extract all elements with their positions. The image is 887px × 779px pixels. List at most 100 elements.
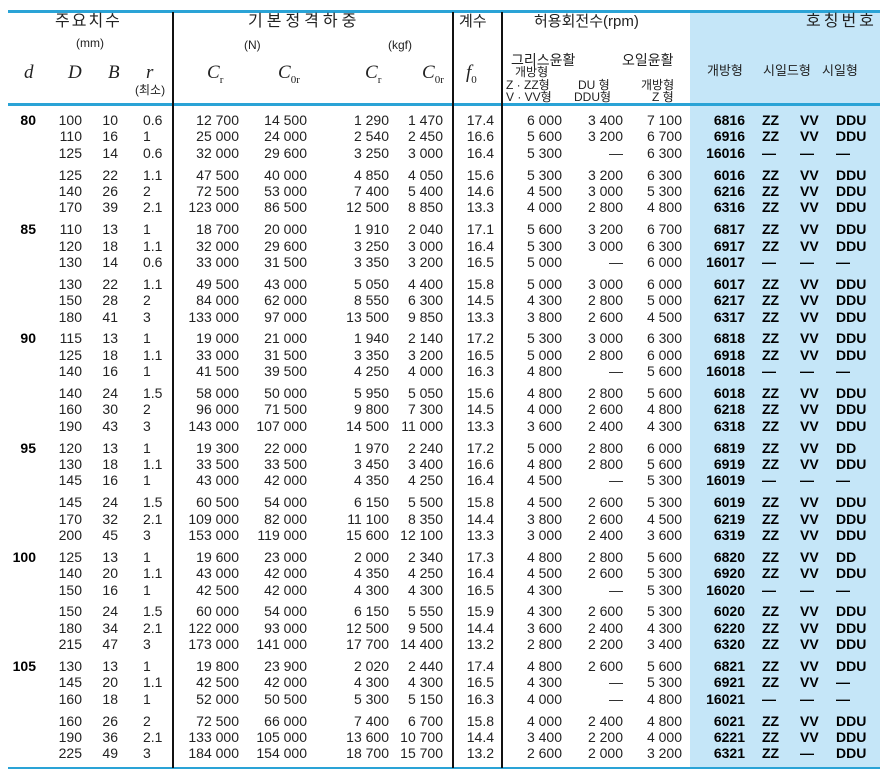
cr-kgf: 17 700 xyxy=(346,636,389,653)
seal-ddu: DDU xyxy=(836,237,867,254)
seal-ddu: — xyxy=(836,472,850,489)
grease-zz-speed: 5 300 xyxy=(526,237,562,254)
oil-speed: 6 300 xyxy=(646,144,682,161)
oil-speed: 6 000 xyxy=(646,346,682,363)
f0-sub: 0 xyxy=(471,73,477,86)
seal-vv: VV xyxy=(800,674,819,691)
width: 14 xyxy=(102,144,118,161)
outer-diameter: 200 xyxy=(58,527,82,543)
seal-vv: VV xyxy=(800,603,819,620)
shield-zz: ZZ xyxy=(762,417,780,434)
c0r-n: 42 000 xyxy=(264,565,307,582)
cr-n: 122 000 xyxy=(188,619,239,636)
model-number: 6816 xyxy=(713,112,745,128)
model-number: 6020 xyxy=(713,603,745,620)
seal-type-label: 시일형 xyxy=(822,63,858,78)
model-number: 6820 xyxy=(713,548,745,565)
f0: 16.3 xyxy=(466,363,494,380)
open-type-label: 개방형 xyxy=(707,63,743,78)
c0r-kgf: 5 050 xyxy=(407,385,443,401)
c0r-n: 23 900 xyxy=(264,658,307,674)
model-number: 6320 xyxy=(713,636,745,653)
oil-open-label: 개방형 xyxy=(641,78,675,92)
model-number: 6217 xyxy=(713,292,745,309)
width: 26 xyxy=(102,183,118,199)
oil-speed: 4 800 xyxy=(646,712,682,729)
grease-zz-speed: 2 800 xyxy=(526,636,562,653)
grease-zz-speed: 4 500 xyxy=(526,183,562,199)
cr-n: 96 000 xyxy=(196,401,239,418)
cr-kgf: 4 300 xyxy=(353,581,389,598)
f0: 16.4 xyxy=(466,565,494,582)
cr-kgf: 18 700 xyxy=(346,745,389,762)
seal-vv: VV xyxy=(800,729,819,745)
cr-kgf: 2 540 xyxy=(353,128,389,145)
cr-kgf: 7 400 xyxy=(353,712,389,729)
f0-label: f xyxy=(466,62,472,83)
grease-du-speed: 2 600 xyxy=(587,510,623,527)
grease-zz-speed: 4 800 xyxy=(526,363,562,380)
grease-zz-speed: 4 500 xyxy=(526,472,562,489)
seal-vv: VV xyxy=(800,112,819,128)
outer-diameter: 125 xyxy=(58,548,82,565)
outer-diameter: 130 xyxy=(58,275,82,292)
cr-n: 33 000 xyxy=(196,346,239,363)
unit-kgf: (kgf) xyxy=(388,38,412,52)
grease-vv-label: V · VV형 xyxy=(506,90,552,104)
c0r-kgf: 7 300 xyxy=(407,401,443,418)
model-number: 6918 xyxy=(713,346,745,363)
shield-zz: ZZ xyxy=(762,603,780,620)
width: 22 xyxy=(102,275,118,292)
oil-speed: 3 200 xyxy=(646,745,682,762)
width: 16 xyxy=(102,581,118,598)
shield-zz: ZZ xyxy=(762,183,780,199)
cr-n: 123 000 xyxy=(188,199,239,216)
cr-kgf: 4 350 xyxy=(353,565,389,582)
model-number: 6017 xyxy=(713,275,745,292)
width: 34 xyxy=(102,619,118,636)
cr-kgf: 4 300 xyxy=(353,674,389,691)
cr-n: 133 000 xyxy=(188,308,239,325)
f0: 16.3 xyxy=(466,690,494,707)
c0r-kgf: 5 400 xyxy=(407,183,443,199)
cr-n: 19 800 xyxy=(196,658,239,674)
grease-du-speed: 2 800 xyxy=(587,439,623,456)
outer-diameter: 110 xyxy=(59,128,82,145)
outer-diameter: 145 xyxy=(58,494,82,511)
seal-vv: VV xyxy=(800,308,819,325)
seal-ddu: DDU xyxy=(836,385,867,401)
c0r-n: 42 000 xyxy=(264,472,307,489)
model-number: 6817 xyxy=(713,221,745,238)
outer-diameter: 180 xyxy=(58,619,82,636)
oil-speed: 3 600 xyxy=(646,527,682,543)
oil-speed: 6 300 xyxy=(646,330,682,347)
chamfer: 1.5 xyxy=(143,494,163,511)
c0r-kgf: 2 240 xyxy=(407,439,443,456)
f0: 14.4 xyxy=(466,729,494,745)
grease-du-speed: 2 200 xyxy=(587,729,623,745)
grease-du-speed: 2 000 xyxy=(587,745,623,762)
grease-zz-speed: 3 000 xyxy=(526,527,562,543)
seal-ddu: DDU xyxy=(836,510,867,527)
c0r-n: 119 000 xyxy=(257,527,307,543)
chamfer: 1 xyxy=(143,658,151,674)
bottom-rule xyxy=(8,767,880,769)
cr-n: 33 500 xyxy=(196,456,239,472)
seal-vv: VV xyxy=(800,494,819,511)
cr-n: 42 500 xyxy=(196,581,239,598)
c0r-n: 50 000 xyxy=(264,385,307,401)
width: 13 xyxy=(102,439,118,456)
grease-du-speed: 2 200 xyxy=(587,636,623,653)
shield-zz: ZZ xyxy=(762,128,780,145)
chamfer: 3 xyxy=(143,417,151,434)
col-Cr-kgf: Cr xyxy=(365,62,381,86)
grease-zz-speed: 4 000 xyxy=(526,401,562,418)
grease-zz-speed: 5 600 xyxy=(526,221,562,238)
oil-speed: 5 600 xyxy=(646,363,682,380)
grease-du-speed: 2 800 xyxy=(587,292,623,309)
seal-ddu: DDU xyxy=(836,712,867,729)
cr-kgf: 3 350 xyxy=(353,254,389,270)
chamfer: 3 xyxy=(143,527,151,543)
c0r-n: 154 000 xyxy=(256,745,307,762)
c0r-n: 71 500 xyxy=(264,401,307,418)
